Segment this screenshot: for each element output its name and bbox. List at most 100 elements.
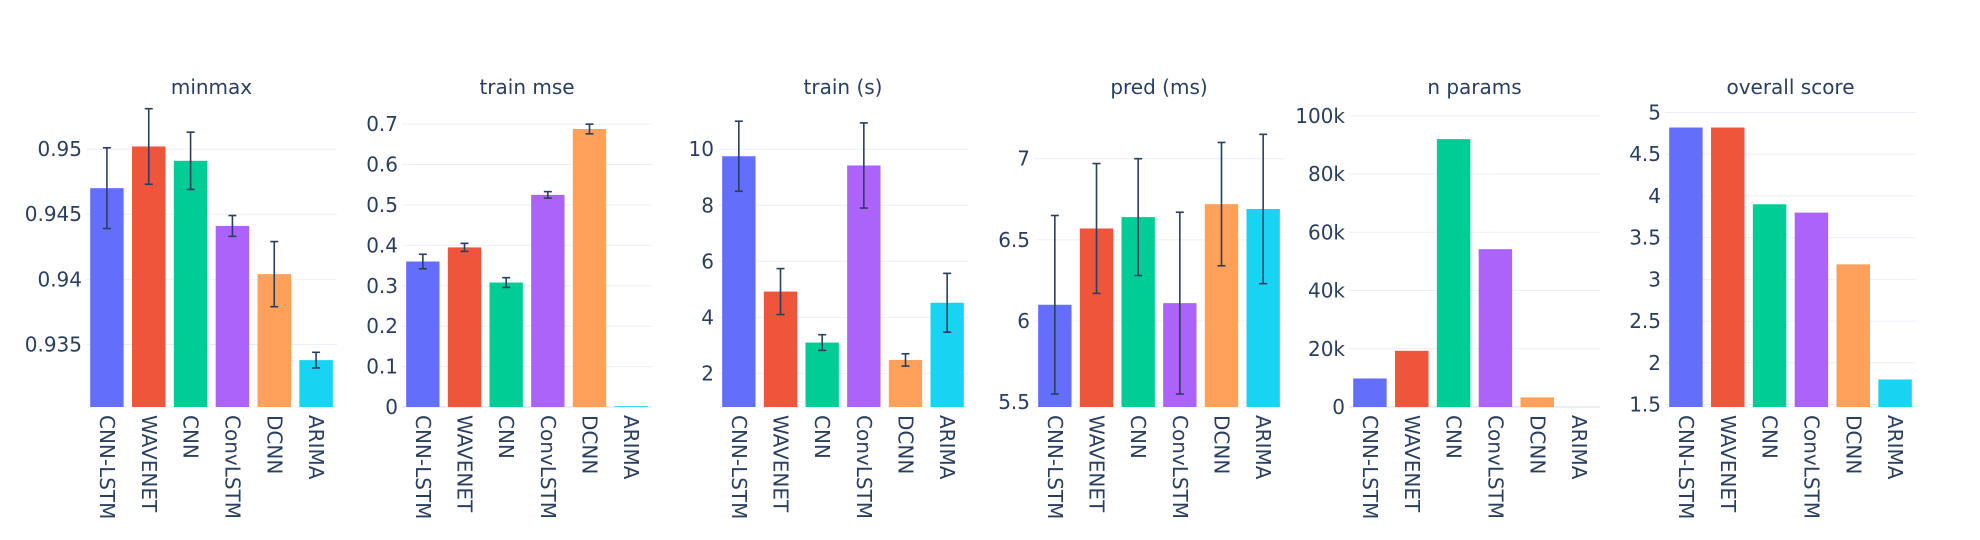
error-bar [144,107,153,186]
y-tick-label: 0 [385,395,398,419]
x-tick-label: ARIMA [1251,415,1275,480]
x-tick-label: DCNN [578,415,602,474]
y-tick-label: 6.5 [998,228,1030,252]
bar-arima[interactable] [614,406,648,407]
y-tick-label: 4 [701,305,714,329]
y-tick-label: 80k [1308,162,1345,186]
y-tick-label: 5.5 [998,390,1030,414]
chart-title: train mse [479,75,574,99]
y-tick-label: 6 [701,249,714,273]
y-tick-label: 60k [1308,220,1345,244]
error-bar [1134,157,1143,277]
bar-dcnn[interactable] [572,128,607,408]
bar-convlstm[interactable] [1478,249,1513,407]
bar-dcnn[interactable] [888,359,923,407]
x-tick-label: CNN-LSTM [1674,415,1698,519]
error-bar [943,272,952,333]
x-tick-label: DCNN [1525,415,1549,474]
bar-cnn-lstm[interactable] [406,261,440,407]
y-tick-label: 0.6 [366,153,398,177]
x-tick-label: CNN-LSTM [1358,415,1382,519]
x-tick-label: DCNN [1210,415,1234,474]
chart-panel-1: 0 0.1 0.2 0.3 0.4 0.5 0.6 0.7 train mse CNN-LSTM W… [366,75,652,519]
chart-title: overall score [1726,75,1854,99]
error-bar [418,253,427,270]
chart-title: pred (ms) [1110,75,1207,99]
bar-wavenet[interactable] [447,247,482,407]
x-tick-label: CNN-LSTM [1043,415,1067,519]
y-tick-label: 3.5 [1629,226,1661,250]
bar-cnn-lstm[interactable] [1669,127,1703,408]
y-tick-label: 2.5 [1629,309,1661,333]
y-tick-label: 0.935 [25,332,82,356]
error-bar [502,276,511,289]
y-tick-label: 2 [701,361,714,385]
x-tick-label: ConvLSTM [536,415,560,519]
bar-cnn[interactable] [1752,204,1787,407]
y-tick-label: 3 [1648,267,1661,291]
error-bar [818,333,827,352]
bar-cnn-lstm[interactable] [1353,378,1387,407]
bar-wavenet[interactable] [1711,127,1745,408]
y-tick-label: 0 [1332,395,1345,419]
error-bar [1050,214,1059,395]
error-bar [1259,133,1268,285]
bar-cnn[interactable] [1436,139,1471,407]
chart-panel-3: 5.5 6 6.5 7 pred (ms) CNN-LSTM WAVENET CNN ConvL… [998,75,1284,519]
bar-wavenet[interactable] [132,146,166,407]
x-tick-label: ARIMA [304,415,328,480]
y-tick-label: 0.3 [366,274,398,298]
x-tick-label: CNN [1442,415,1466,459]
error-bar [776,267,785,316]
bar-convlstm[interactable] [215,225,250,407]
bar-convlstm[interactable] [531,194,565,407]
error-bar [186,131,195,191]
bar-cnn[interactable] [805,342,839,407]
x-tick-label: ARIMA [619,415,643,480]
y-tick-label: 1.5 [1629,392,1661,416]
x-tick-label: ConvLSTM [220,415,244,519]
x-tick-label: WAVENET [1716,415,1740,513]
x-tick-label: DCNN [1841,415,1865,474]
x-tick-label: CNN [179,415,203,459]
x-tick-label: CNN-LSTM [727,415,751,519]
y-tick-label: 0.7 [366,112,398,136]
x-tick-label: DCNN [894,415,918,474]
x-tick-label: WAVENET [453,415,477,513]
bar-dcnn[interactable] [1520,397,1554,407]
bar-cnn[interactable] [173,160,208,407]
bar-dcnn[interactable] [1836,264,1870,407]
y-tick-label: 0.4 [366,233,398,257]
error-bar [901,352,910,367]
chart-title: minmax [171,75,252,99]
y-tick-label: 100k [1295,104,1345,128]
x-tick-label: CNN-LSTM [95,415,119,519]
bar-arima[interactable] [1878,379,1912,407]
y-tick-label: 0.2 [366,314,398,338]
y-tick-label: 6 [1017,309,1030,333]
bar-wavenet[interactable] [1395,350,1429,407]
y-tick-label: 0.1 [366,355,398,379]
y-tick-label: 0.945 [25,202,82,226]
x-tick-label: ConvLSTM [1483,415,1507,519]
error-bar [1092,162,1101,295]
bar-convlstm[interactable] [1794,212,1829,407]
x-tick-label: CNN [494,415,518,459]
x-tick-label: CNN [1126,415,1150,459]
x-tick-label: ARIMA [935,415,959,480]
y-tick-label: 20k [1308,337,1345,361]
chart-panel-5: 1.5 2 2.5 3 3.5 4 4.5 5 overall score CNN-LSTM WAV… [1629,75,1916,519]
y-tick-label: 40k [1308,279,1345,303]
bar-cnn[interactable] [489,282,523,407]
bar-cnn-lstm[interactable] [722,156,756,407]
x-tick-label: CNN [1758,415,1782,459]
y-tick-label: 0.5 [366,193,398,217]
x-tick-label: WAVENET [1400,415,1424,513]
error-bar [1175,211,1184,395]
x-tick-label: WAVENET [1085,415,1109,513]
x-tick-label: ARIMA [1567,415,1591,480]
y-tick-label: 4.5 [1629,142,1661,166]
x-tick-label: ConvLSTM [852,415,876,519]
error-bar [585,123,594,135]
